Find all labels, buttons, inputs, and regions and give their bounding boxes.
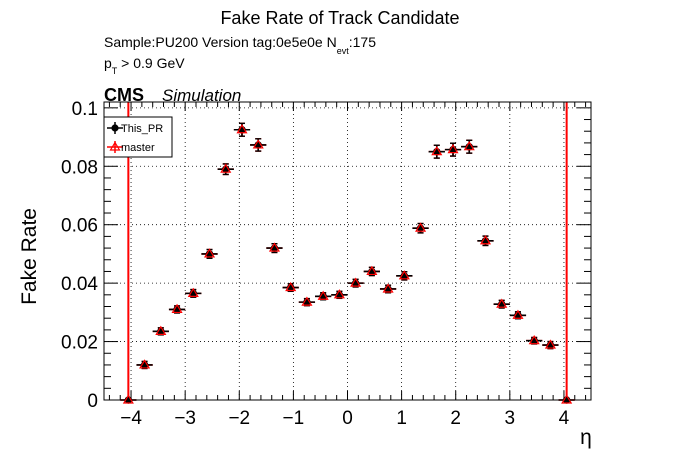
x-tick-label-8: 4 [559, 408, 570, 429]
master-point-18 [414, 222, 427, 232]
master-point-5 [203, 248, 216, 258]
master-point-9 [268, 242, 281, 252]
x-tick-label-5: 1 [396, 408, 407, 429]
master-point-6 [220, 163, 232, 173]
master-point-14 [350, 277, 362, 287]
y-tick-label-2: 0.04 [61, 274, 98, 295]
x-tick-label-4: 0 [342, 408, 353, 429]
y-tick-label-1: 0.02 [61, 333, 98, 354]
series-group [120, 122, 575, 404]
chart-title: Fake Rate of Track Candidate [220, 8, 459, 28]
pt-subscript: T [112, 66, 118, 76]
y-axis-label: Fake Rate [18, 208, 41, 305]
sample-text: Sample:PU200 Version tag:0e5e0e N [104, 34, 337, 50]
nevt-subscript: evt [337, 46, 350, 56]
master-point-10 [285, 281, 297, 292]
master-point-13 [333, 289, 345, 299]
legend-master-marker [109, 141, 121, 151]
master-point-4 [187, 287, 199, 297]
cms-label: CMS [104, 85, 144, 105]
pt-symbol: p [104, 55, 112, 71]
master-point-3 [171, 303, 183, 314]
master-point-20 [447, 143, 459, 154]
master-point-19 [431, 146, 443, 156]
x-axis-label: η [580, 426, 592, 449]
master-point-1 [139, 359, 151, 369]
x-tick-label-2: −2 [228, 408, 250, 429]
pt-cut: pT > 0.9 GeV [104, 55, 185, 76]
legend: This_PR master [103, 116, 173, 158]
grid [104, 102, 591, 400]
legend-master-label: master [121, 142, 155, 154]
simulation-label: Simulation [162, 86, 241, 105]
y-tick-label-3: 0.06 [61, 216, 98, 237]
sample-info: Sample:PU200 Version tag:0e5e0e Nevt:175 [104, 34, 376, 56]
master-point-11 [301, 296, 313, 306]
x-tick-label-6: 2 [450, 408, 461, 429]
master-point-17 [398, 270, 410, 280]
y-tick-label-5: 0.1 [72, 99, 98, 120]
y-tick-label-0: 0 [87, 391, 98, 412]
master-point-21 [463, 141, 475, 151]
master-point-25 [528, 335, 540, 345]
pt-rest: > 0.9 GeV [117, 55, 185, 71]
master-point-16 [382, 283, 394, 293]
master-point-12 [317, 290, 329, 300]
nevt-value: :175 [349, 34, 376, 50]
x-tick-label-1: −3 [174, 408, 196, 429]
legend-entry-master: master [107, 141, 155, 154]
master-point-23 [496, 298, 508, 308]
master-point-7 [236, 124, 248, 134]
master-point-15 [366, 265, 378, 276]
x-tick-label-3: −1 [283, 408, 305, 429]
master-point-22 [479, 235, 492, 245]
x-tick-label-7: 3 [505, 408, 516, 429]
master-point-27 [561, 394, 573, 404]
master-point-24 [512, 309, 524, 319]
master-point-8 [252, 139, 264, 149]
legend-this-pr-label: This_PR [121, 123, 163, 135]
master-point-2 [155, 325, 167, 335]
x-tick-labels: −4 −3 −2 −1 0 1 2 3 4 [120, 408, 569, 429]
axis-ticks [104, 102, 591, 401]
master-point-26 [544, 339, 556, 349]
x-tick-label-0: −4 [120, 408, 142, 429]
master-point-0 [122, 394, 134, 404]
y-tick-labels: 0 0.02 0.04 0.06 0.08 0.1 [61, 99, 98, 412]
legend-this-pr-marker [111, 124, 119, 132]
legend-entry-this-pr: This_PR [107, 122, 163, 135]
y-tick-label-4: 0.08 [61, 157, 98, 178]
